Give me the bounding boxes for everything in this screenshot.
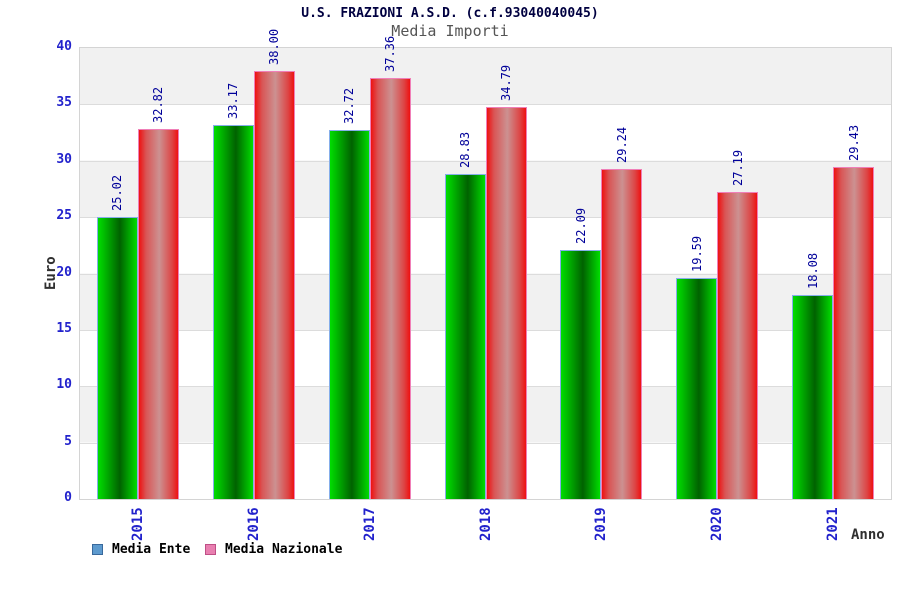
chart-subtitle: Media Importi	[391, 22, 509, 40]
value-label-media-ente-2017: 32.72	[342, 87, 357, 125]
bar-media-nazionale-2016	[253, 70, 295, 499]
value-label-media-ente-2019: 22.09	[573, 207, 588, 244]
plot-area	[79, 47, 892, 500]
legend-label-media-nazionale: Media Nazionale	[225, 542, 343, 557]
value-label-media-nazionale-2021: 29.43	[846, 125, 861, 162]
value-label-media-nazionale-2020: 27.19	[730, 150, 745, 187]
bar-media-ente-2017	[328, 130, 370, 499]
value-label-media-nazionale-2018: 34.79	[499, 64, 513, 101]
chart-title: U.S. FRAZIONI A.S.D. (c.f.93040040045)	[301, 6, 599, 21]
value-label-media-ente-2020: 19.59	[689, 235, 704, 273]
bar-media-nazionale-2019	[601, 169, 643, 499]
legend-swatch-media-nazionale	[205, 544, 216, 555]
y-tick-label-30: 30	[56, 151, 72, 167]
bar-media-nazionale-2015	[137, 129, 179, 499]
y-tick-label-0: 0	[64, 490, 72, 505]
y-tick-label-35: 35	[56, 95, 72, 111]
value-label-media-nazionale-2016: 38.00	[267, 28, 282, 65]
x-axis-title: Anno	[851, 527, 885, 543]
bar-media-nazionale-2017	[369, 77, 411, 499]
x-tick-label-2021: 2021	[825, 507, 842, 541]
x-tick-label-2015: 2015	[129, 507, 146, 541]
bar-media-ente-2019	[560, 249, 602, 499]
bar-media-nazionale-2018	[485, 106, 527, 499]
x-tick-label-2016: 2016	[245, 507, 262, 541]
value-label-media-nazionale-2015: 32.82	[151, 86, 166, 123]
y-tick-label-25: 25	[56, 208, 72, 224]
y-tick-label-20: 20	[56, 264, 72, 280]
value-label-media-ente-2021: 18.08	[805, 252, 820, 290]
legend-swatch-media-ente	[92, 544, 103, 555]
y-tick-label-40: 40	[56, 39, 72, 54]
x-tick-label-2019: 2019	[593, 507, 610, 541]
gridline-y-35	[80, 104, 891, 106]
bar-media-ente-2020	[676, 278, 718, 499]
bar-media-ente-2016	[212, 125, 254, 499]
value-label-media-ente-2015: 25.02	[110, 174, 125, 211]
x-tick-label-2017: 2017	[361, 507, 378, 541]
bar-media-ente-2018	[444, 173, 486, 499]
value-label-media-ente-2016: 33.17	[226, 82, 241, 119]
bar-media-nazionale-2020	[717, 192, 759, 499]
legend-label-media-ente: Media Ente	[112, 542, 191, 557]
value-label-media-nazionale-2019: 29.24	[614, 127, 629, 164]
value-label-media-ente-2018: 28.83	[458, 131, 472, 168]
value-label-media-nazionale-2017: 37.36	[383, 35, 398, 72]
x-tick-label-2020: 2020	[709, 507, 726, 541]
x-tick-label-2018: 2018	[477, 507, 494, 541]
bar-media-ente-2015	[96, 216, 138, 499]
y-tick-label-10: 10	[56, 377, 72, 393]
bar-media-nazionale-2021	[833, 167, 875, 499]
y-tick-label-15: 15	[56, 320, 72, 336]
bar-media-ente-2021	[792, 295, 834, 499]
y-tick-label-5: 5	[64, 433, 72, 449]
